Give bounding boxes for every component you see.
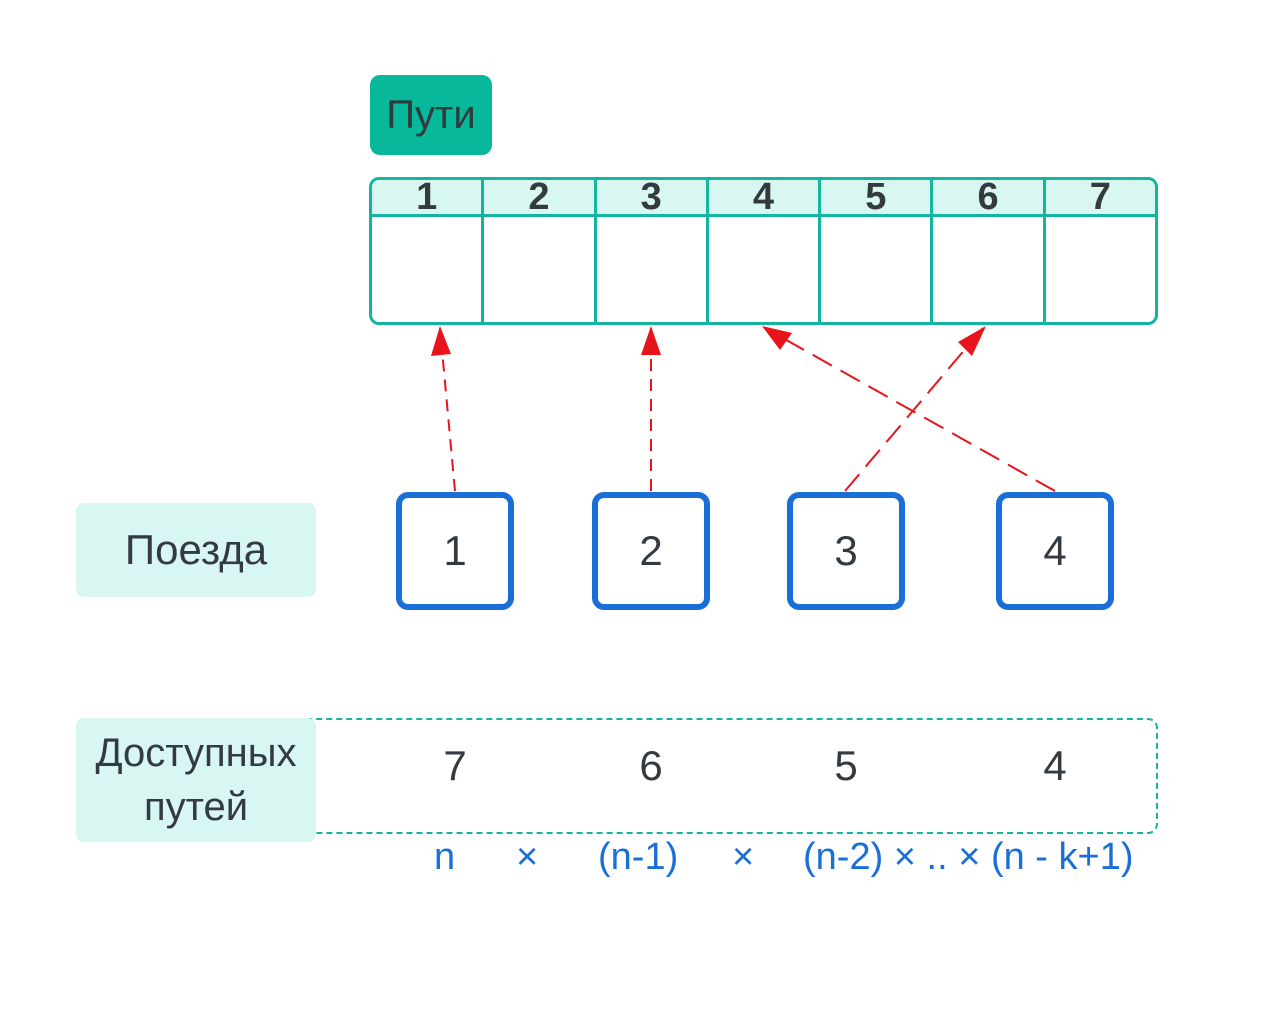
arrow-train1-track1 (439, 327, 456, 492)
track-number: 3 (596, 180, 706, 218)
arrow-train3-track6 (844, 327, 984, 492)
track-number: 2 (484, 180, 594, 218)
arrowhead (431, 326, 451, 356)
available-count: 7 (443, 742, 467, 789)
track-2: 2 (481, 180, 594, 322)
track-number: 4 (708, 180, 819, 218)
formula-term: n (434, 836, 456, 878)
track-3: 3 (593, 180, 706, 322)
arrowhead (762, 326, 792, 350)
available-count: 4 (1043, 742, 1067, 789)
track-number: 1 (372, 180, 482, 218)
track-number: 6 (933, 180, 1043, 218)
track-5: 5 (818, 180, 931, 322)
arrow-train4-track4 (764, 327, 1056, 492)
train-2: 2 (592, 492, 710, 610)
tracks-label: Пути (370, 75, 492, 155)
train-4: 4 (996, 492, 1114, 610)
formula-term: (n-1) (598, 836, 679, 878)
train-3: 3 (787, 492, 905, 610)
formula-operator: × (516, 836, 539, 878)
track-1: 1 (372, 180, 482, 322)
train-1: 1 (396, 492, 514, 610)
formula-term: (n-2) × .. × (n - k+1) (803, 836, 1134, 878)
available-count: 5 (834, 742, 858, 789)
trains-label: Поезда (76, 503, 316, 597)
available-label-line1: Доступных (95, 731, 297, 775)
available-count: 6 (639, 742, 663, 789)
arrowhead (958, 326, 986, 356)
track-6: 6 (930, 180, 1043, 322)
track-4: 4 (705, 180, 819, 322)
formula-operator: × (732, 836, 755, 878)
arrowhead (641, 326, 661, 355)
track-7: 7 (1042, 180, 1155, 322)
available-tracks-label: Доступных путей (76, 718, 316, 842)
track-number: 5 (821, 180, 931, 218)
tracks-table: 1 2 3 4 5 6 7 (369, 177, 1158, 325)
available-label-line2: путей (143, 785, 249, 829)
track-number: 7 (1045, 180, 1155, 218)
